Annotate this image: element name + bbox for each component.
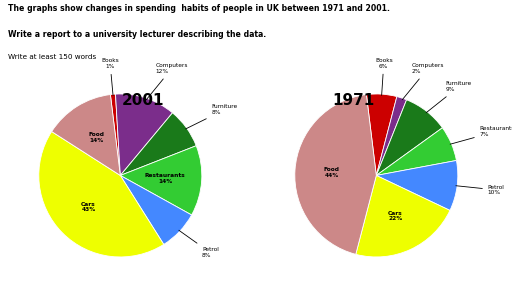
Wedge shape xyxy=(120,175,191,245)
Text: Restaurants
14%: Restaurants 14% xyxy=(145,173,185,184)
Wedge shape xyxy=(120,113,196,175)
Wedge shape xyxy=(376,128,456,175)
Text: 1971: 1971 xyxy=(332,93,375,108)
Wedge shape xyxy=(376,97,407,175)
Text: Computers
12%: Computers 12% xyxy=(146,63,188,100)
Text: 2001: 2001 xyxy=(122,93,164,108)
Text: Food
44%: Food 44% xyxy=(324,167,339,178)
Text: Petrol
10%: Petrol 10% xyxy=(456,185,505,195)
Wedge shape xyxy=(39,132,164,257)
Text: Restaurants
7%: Restaurants 7% xyxy=(450,126,512,144)
Wedge shape xyxy=(120,146,202,215)
Text: Computers
2%: Computers 2% xyxy=(402,63,444,100)
Text: Cars
43%: Cars 43% xyxy=(81,202,96,213)
Text: Books
6%: Books 6% xyxy=(375,58,393,95)
Wedge shape xyxy=(356,175,450,257)
Wedge shape xyxy=(52,95,120,175)
Wedge shape xyxy=(367,94,397,175)
Text: Petrol
8%: Petrol 8% xyxy=(179,230,219,258)
Wedge shape xyxy=(376,160,458,211)
Text: Write at least 150 words: Write at least 150 words xyxy=(8,54,96,60)
Text: Cars
22%: Cars 22% xyxy=(388,211,402,222)
Wedge shape xyxy=(111,94,120,175)
Text: Write a report to a university lecturer describing the data.: Write a report to a university lecturer … xyxy=(8,30,266,39)
Wedge shape xyxy=(376,100,442,175)
Wedge shape xyxy=(295,95,376,254)
Text: Books
1%: Books 1% xyxy=(101,58,119,96)
Text: Furniture
9%: Furniture 9% xyxy=(426,82,472,113)
Text: Furniture
8%: Furniture 8% xyxy=(186,104,238,129)
Text: The graphs show changes in spending  habits of people in UK between 1971 and 200: The graphs show changes in spending habi… xyxy=(8,4,390,13)
Wedge shape xyxy=(116,94,173,175)
Text: Food
14%: Food 14% xyxy=(89,132,104,143)
